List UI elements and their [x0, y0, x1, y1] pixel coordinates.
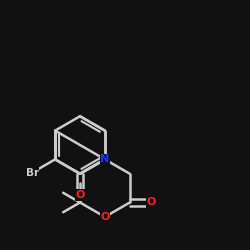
Text: O: O — [146, 198, 156, 207]
Text: Br: Br — [26, 168, 39, 177]
Text: N: N — [100, 154, 110, 164]
Text: O: O — [100, 212, 110, 222]
Text: O: O — [75, 190, 85, 200]
